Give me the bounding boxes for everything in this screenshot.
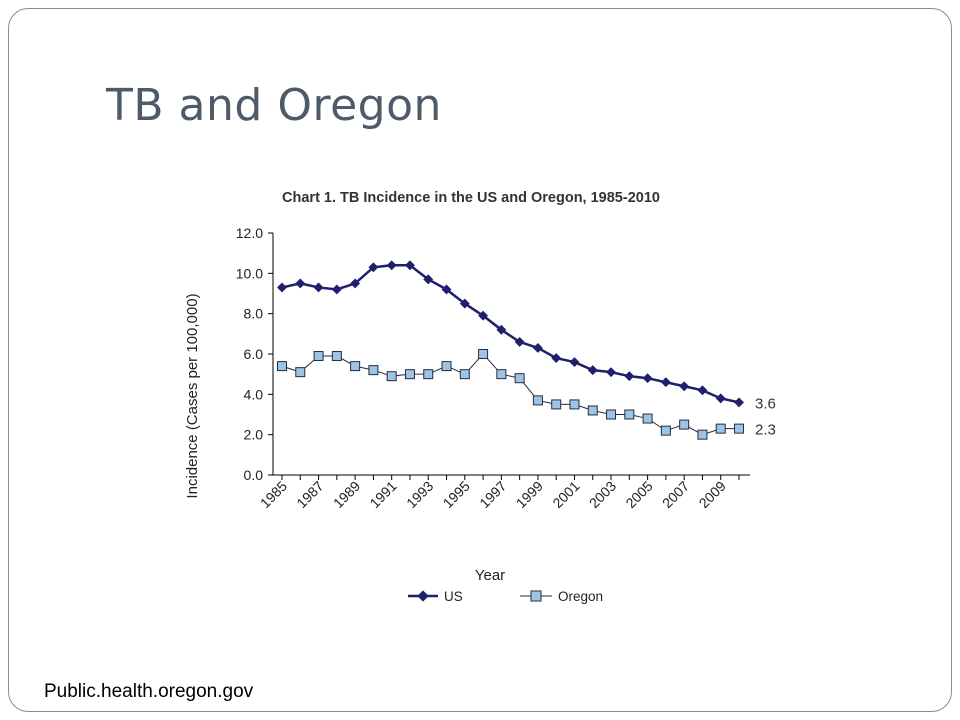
- data-point-us: [715, 393, 726, 404]
- data-point-oregon: [734, 423, 744, 434]
- data-point-oregon: [386, 371, 397, 382]
- data-point-us: [405, 260, 415, 271]
- source-text: Public.health.oregon.gov: [44, 681, 254, 702]
- x-tick-label: 1987: [293, 478, 326, 511]
- x-ticks: 1985 1987 1989 1991 1993 1995 1997 1999 2001 2003…: [257, 475, 740, 511]
- data-point-oregon: [569, 399, 580, 410]
- y-tick-label: 10.0: [236, 265, 263, 281]
- x-tick-label: 1993: [403, 478, 436, 511]
- data-point-oregon: [441, 361, 452, 372]
- y-ticks: 0.0 2.0 4.0 6.0 8.0 10.0 12.0: [236, 225, 273, 483]
- y-axis-label: Incidence (Cases per 100,000): [184, 293, 201, 498]
- data-point-oregon: [697, 429, 708, 440]
- data-point-oregon: [551, 399, 562, 410]
- data-point-oregon: [624, 409, 635, 420]
- series-line-us: [281, 264, 740, 404]
- data-point-oregon: [423, 369, 434, 380]
- y-tick-label: 4.0: [244, 386, 264, 402]
- x-tick-label: 2007: [659, 478, 692, 511]
- end-label-us: 3.6: [755, 395, 776, 412]
- data-point-us: [496, 324, 507, 335]
- data-point-us: [734, 397, 744, 408]
- data-point-oregon: [660, 425, 671, 436]
- data-point-oregon: [679, 419, 690, 430]
- legend-oregon-marker: [530, 590, 542, 602]
- data-point-oregon: [514, 373, 525, 384]
- data-point-us: [532, 343, 543, 353]
- data-point-oregon: [642, 413, 653, 424]
- data-point-oregon: [459, 369, 470, 380]
- data-point-us: [423, 274, 434, 285]
- data-point-oregon: [295, 367, 306, 378]
- data-point-oregon: [313, 351, 324, 362]
- data-point-us: [569, 357, 580, 368]
- data-point-oregon: [368, 365, 379, 376]
- data-point-us: [697, 385, 708, 396]
- x-tick-label: 2001: [549, 478, 582, 511]
- legend-us-label: US: [444, 589, 463, 604]
- data-point-oregon: [587, 405, 598, 416]
- x-tick-label: 2003: [586, 478, 619, 511]
- y-tick-label: 0.0: [244, 467, 264, 483]
- data-point-us: [313, 282, 324, 293]
- legend: US Oregon: [408, 589, 603, 604]
- x-tick-label: 2009: [695, 478, 728, 511]
- legend-us-marker: [417, 590, 429, 602]
- x-tick-label: 1999: [513, 478, 546, 511]
- data-point-us: [386, 260, 397, 271]
- x-tick-label: 1997: [476, 478, 509, 511]
- slide-title: TB and Oregon: [106, 80, 442, 131]
- y-tick-label: 2.0: [244, 427, 264, 443]
- data-point-oregon: [606, 409, 617, 420]
- chart-title: Chart 1. TB Incidence in the US and Oreg…: [282, 190, 660, 206]
- data-point-us: [350, 278, 361, 289]
- end-labels: 3.6 2.3: [755, 395, 776, 438]
- y-tick-label: 8.0: [244, 306, 264, 322]
- data-point-us: [368, 262, 379, 273]
- data-point-oregon: [496, 369, 507, 380]
- data-point-oregon: [404, 369, 415, 380]
- data-point-us: [295, 278, 306, 289]
- end-label-oregon: 2.3: [755, 422, 776, 439]
- data-point-us: [606, 367, 616, 378]
- data-point-oregon: [277, 361, 287, 372]
- data-point-oregon: [715, 423, 726, 434]
- legend-oregon-label: Oregon: [558, 589, 603, 604]
- data-point-oregon: [478, 349, 489, 359]
- x-axis-label: Year: [475, 567, 505, 584]
- data-point-us: [331, 284, 342, 295]
- x-tick-label: 1989: [330, 478, 363, 511]
- data-point-us: [587, 365, 598, 376]
- data-point-us: [441, 284, 452, 295]
- x-tick-label: 2005: [622, 478, 655, 511]
- series-layer: [277, 260, 744, 440]
- x-tick-label: 1991: [366, 478, 399, 511]
- data-point-us: [277, 282, 287, 293]
- slide-frame: [8, 8, 952, 712]
- y-tick-label: 6.0: [244, 346, 264, 362]
- data-point-oregon: [350, 361, 361, 372]
- data-point-us: [478, 310, 489, 321]
- data-point-us: [624, 371, 635, 382]
- data-point-us: [679, 381, 690, 392]
- data-point-us: [459, 298, 470, 309]
- data-point-us: [642, 373, 653, 384]
- x-tick-label: 1995: [440, 478, 473, 511]
- data-point-oregon: [532, 395, 543, 406]
- data-point-us: [514, 336, 525, 347]
- data-point-us: [660, 377, 671, 388]
- data-point-oregon: [331, 351, 342, 362]
- y-tick-label: 12.0: [236, 225, 263, 241]
- data-point-us: [551, 353, 562, 363]
